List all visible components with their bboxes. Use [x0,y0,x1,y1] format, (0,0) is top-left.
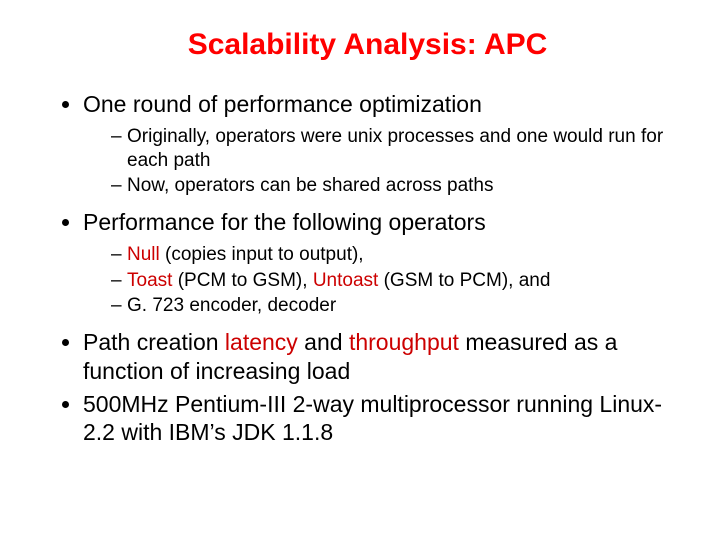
list-item: Originally, operators were unix processe… [111,125,680,173]
bullet-text: G. 723 encoder, decoder [127,295,336,316]
sub-list: Null (copies input to output), Toast (PC… [83,243,680,318]
list-item: Path creation latency and throughput mea… [83,328,680,386]
list-item: 500MHz Pentium-III 2-way multiprocessor … [83,390,680,448]
sub-list: Originally, operators were unix processe… [83,125,680,198]
bullet-text: Toast (PCM to GSM), Untoast (GSM to PCM)… [127,270,550,291]
bullet-text: 500MHz Pentium-III 2-way multiprocessor … [83,391,662,446]
bullet-text: Performance for the following operators [83,209,486,235]
bullet-text: Originally, operators were unix processe… [127,126,663,171]
list-item: Performance for the following operators … [83,208,680,318]
list-item: Toast (PCM to GSM), Untoast (GSM to PCM)… [111,269,680,293]
bullet-text: Now, operators can be shared across path… [127,175,493,196]
bullet-text: Null (copies input to output), [127,244,364,265]
list-item: Now, operators can be shared across path… [111,174,680,198]
bullet-list: One round of performance optimization Or… [55,90,680,447]
bullet-text: Path creation latency and throughput mea… [83,329,617,384]
list-item: G. 723 encoder, decoder [111,294,680,318]
list-item: Null (copies input to output), [111,243,680,267]
list-item: One round of performance optimization Or… [83,90,680,198]
slide: Scalability Analysis: APC One round of p… [0,0,720,540]
slide-title: Scalability Analysis: APC [55,28,680,62]
bullet-text: One round of performance optimization [83,91,482,117]
